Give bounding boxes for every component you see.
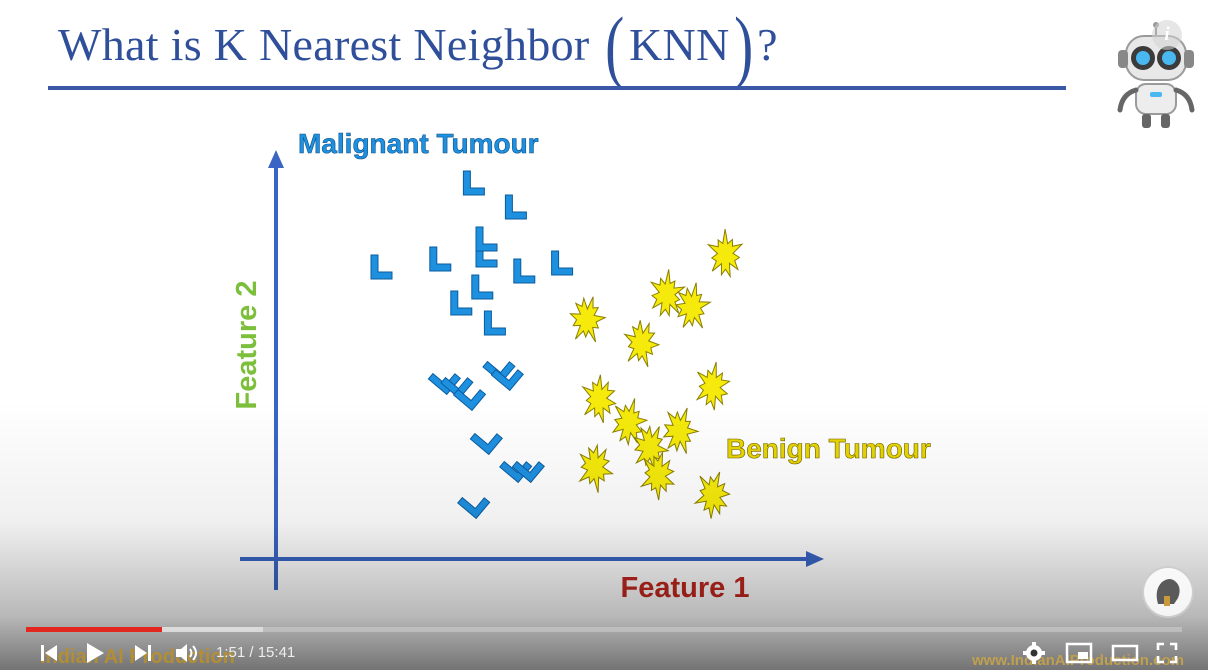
malignant-point-9: [450, 290, 473, 316]
benign-point-6: [581, 374, 617, 424]
data-points: [370, 170, 744, 520]
volume-icon[interactable]: [172, 638, 202, 668]
malignant-point-13: [490, 368, 524, 392]
legend-benign-tumour: Benign Tumour: [726, 433, 931, 464]
malignant-point-2: [429, 246, 452, 272]
previous-icon[interactable]: [36, 638, 62, 668]
benign-point-7: [695, 361, 731, 411]
next-icon[interactable]: [130, 638, 156, 668]
progress-played: [26, 627, 163, 632]
malignant-point-4: [504, 194, 527, 220]
time-separator: /: [245, 644, 258, 661]
benign-point-3: [674, 282, 712, 329]
benign-point-11: [578, 443, 615, 493]
malignant-point-5: [551, 250, 574, 276]
benign-point-13: [693, 471, 731, 519]
title-suffix: ?: [757, 19, 778, 70]
theater-mode-icon[interactable]: [1110, 638, 1140, 668]
time-display: 1:51 / 15:41: [216, 644, 295, 661]
legend-malignant-tumour: Malignant Tumour: [298, 128, 539, 159]
title-underline: [48, 86, 1066, 90]
info-card-button[interactable]: i: [1152, 20, 1182, 50]
malignant-point-1: [370, 254, 393, 280]
progress-bar[interactable]: [26, 627, 1182, 632]
duration: 15:41: [257, 644, 296, 661]
settings-gear-icon[interactable]: [1020, 638, 1048, 668]
player-controls: 1:51 / 15:41: [26, 636, 1182, 670]
channel-watermark-logo[interactable]: [1142, 566, 1194, 618]
malignant-point-8: [513, 258, 536, 284]
title-acronym: KNN: [628, 19, 730, 70]
slide-title: What is K Nearest Neighbor (KNN)?: [58, 5, 778, 87]
fullscreen-icon[interactable]: [1152, 638, 1182, 668]
benign-point-5: [623, 320, 661, 368]
benign-point-1: [706, 229, 744, 279]
miniplayer-icon[interactable]: [1064, 638, 1094, 668]
title-prefix: What is K Nearest Neighbor: [58, 19, 602, 70]
play-icon[interactable]: [82, 638, 108, 668]
current-time: 1:51: [216, 644, 246, 661]
benign-point-4: [569, 296, 607, 343]
x-axis-label: Feature 1: [621, 572, 750, 604]
y-axis-label: Feature 2: [231, 281, 263, 410]
x-axis-arrow: [806, 551, 824, 567]
malignant-point-17: [469, 432, 503, 456]
benign-point-2: [649, 269, 687, 318]
watermark-right-text: www.IndianAIProduction.com: [972, 652, 1184, 669]
benign-point-8: [611, 398, 649, 447]
malignant-point-7: [475, 226, 498, 252]
benign-point-9: [662, 407, 700, 454]
malignant-point-11: [483, 310, 506, 336]
malignant-point-10: [471, 274, 494, 300]
malignant-point-20: [457, 496, 491, 520]
malignant-point-3: [462, 170, 485, 196]
y-axis-arrow: [268, 150, 284, 168]
